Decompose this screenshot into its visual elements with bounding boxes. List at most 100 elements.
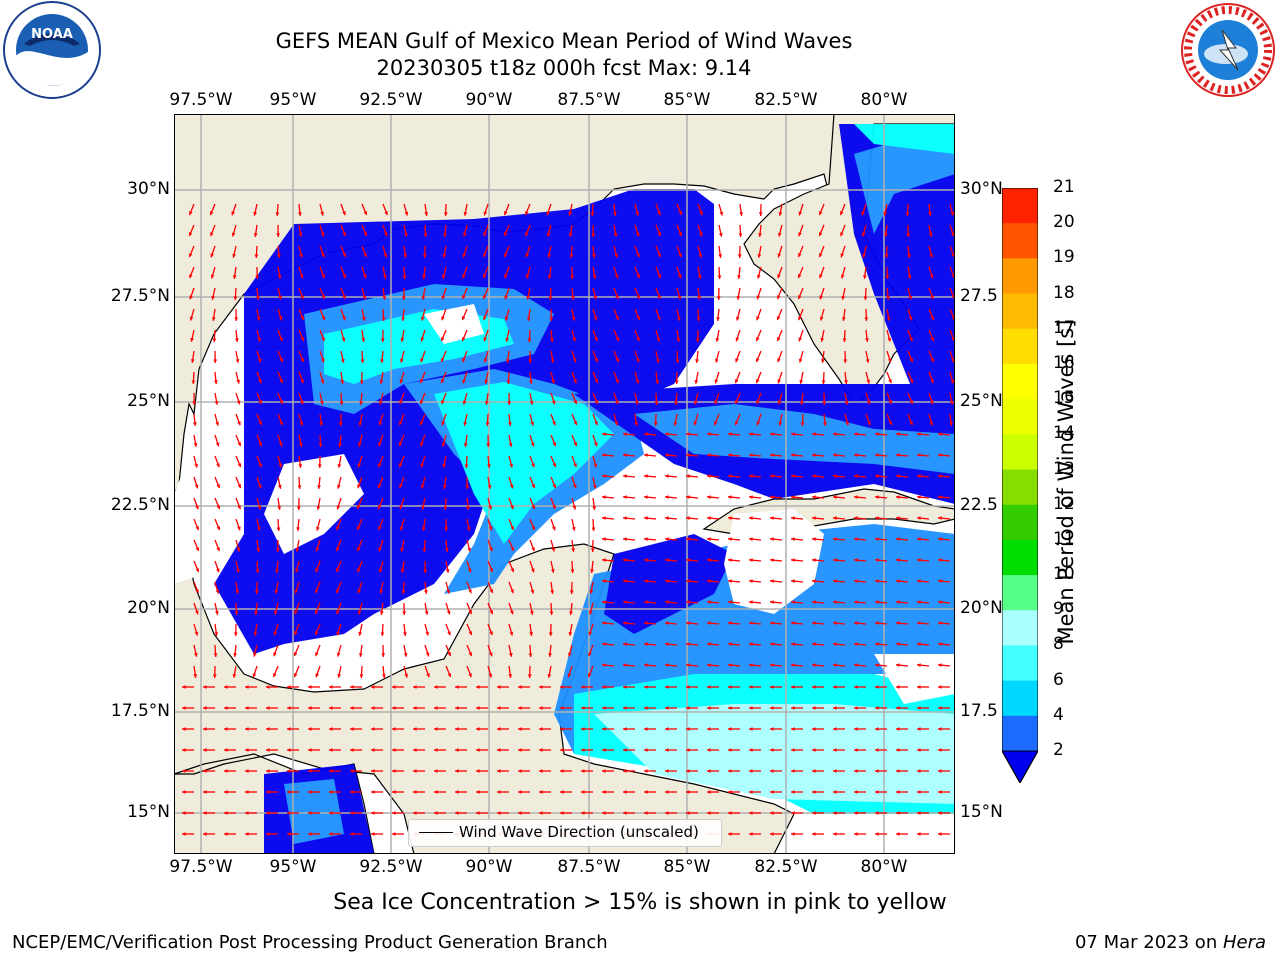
wind-arrow-head (371, 790, 375, 794)
wind-arrow-head (665, 663, 669, 668)
wind-arrow-head (909, 379, 914, 384)
wind-arrow-head (854, 474, 858, 479)
wind-arrow-head (335, 589, 340, 594)
wind-arrow-head (287, 685, 291, 689)
wind-arrow-head (602, 474, 606, 479)
wind-arrow-head (447, 673, 452, 678)
wind-arrow-head (917, 727, 921, 731)
wind-arrow-head (569, 254, 574, 258)
wind-arrow-head (476, 769, 480, 773)
wind-arrow-head (791, 642, 795, 647)
wind-arrow-head (854, 790, 858, 794)
wind-arrow-head (677, 295, 682, 300)
lon-tick-bottom: 90°W (465, 857, 513, 877)
wind-arrow-head (588, 652, 592, 657)
wind-arrow-head (224, 685, 228, 689)
wind-arrow-head (854, 537, 858, 542)
wind-arrow-head (392, 727, 396, 731)
wind-arrow-head (697, 296, 702, 300)
lat-tick-right: 25°N (960, 391, 1003, 411)
wind-arrow-head (341, 316, 346, 321)
wind-arrow-head (929, 253, 934, 258)
wind-arrow-head (799, 401, 804, 405)
wind-arrow-head (686, 769, 690, 773)
wind-arrow-head (812, 600, 816, 605)
wind-arrow-head (182, 727, 186, 731)
lon-tick-bottom: 97.5°W (169, 857, 233, 877)
wind-arrow-head (224, 811, 228, 815)
wind-arrow-head (295, 568, 299, 573)
wind-arrow-head (467, 547, 472, 552)
wind-arrow-head (530, 589, 535, 594)
wind-arrow-head (382, 296, 387, 300)
wind-arrow-head (455, 706, 459, 710)
wind-arrow-head (329, 727, 333, 731)
wind-arrow-head (602, 748, 606, 752)
wind-arrow-head (299, 274, 304, 279)
wind-arrow-head (434, 685, 438, 689)
wind-arrow-head (461, 337, 466, 342)
wind-arrow-head (233, 653, 238, 657)
wind-arrow-head (350, 790, 354, 794)
wind-arrow-head (279, 379, 284, 384)
wind-arrow-head (875, 495, 879, 500)
wind-arrow-head (300, 379, 304, 384)
wind-arrow-head (319, 422, 324, 426)
wind-arrow-head (337, 673, 342, 678)
wind-arrow-head (422, 275, 427, 279)
wind-arrow-head (812, 432, 816, 437)
wind-arrow-head (425, 652, 430, 657)
wind-arrow-head (400, 358, 404, 363)
wind-arrow-head (749, 537, 753, 542)
wind-arrow-head (674, 380, 679, 384)
wind-arrow-head (864, 317, 869, 321)
wind-arrow-head (443, 212, 448, 216)
wind-arrow-head (356, 547, 361, 552)
wind-arrow-head (551, 400, 556, 405)
colorbar-segment (1002, 258, 1038, 295)
wind-arrow-head (930, 337, 935, 342)
wind-arrow-head (468, 631, 473, 636)
wind-arrow-head (547, 275, 552, 279)
wind-arrow-head (215, 442, 220, 447)
wind-arrow-head (547, 673, 552, 678)
wind-arrow-head (581, 748, 585, 752)
wind-arrow-head (442, 253, 447, 258)
wind-arrow-head (791, 516, 795, 521)
wind-arrow-head (896, 832, 900, 836)
wind-arrow-head (482, 274, 487, 279)
wind-arrow-head (216, 526, 221, 531)
wind-arrow-head (340, 358, 345, 363)
wind-arrow-head (551, 379, 556, 384)
wind-arrow-head (719, 211, 724, 216)
wind-arrow-head (917, 621, 921, 626)
wind-arrow-head (462, 400, 467, 405)
wind-arrow-head (812, 495, 816, 500)
wind-arrow-head (623, 811, 627, 815)
wind-arrow-head (573, 463, 577, 468)
wind-arrow-head (505, 359, 510, 363)
wind-arrow-head (854, 558, 858, 563)
wind-arrow-head (623, 600, 627, 605)
wind-arrow-head (884, 254, 889, 258)
colorbar-segment (1002, 715, 1038, 752)
wind-arrow-head (203, 706, 207, 710)
wind-arrow-head (734, 421, 739, 426)
wind-arrow-head (266, 727, 270, 731)
wind-arrow-head (419, 400, 424, 405)
wind-arrow-head (735, 316, 740, 321)
wind-arrow-head (615, 316, 619, 321)
wind-arrow-head (888, 400, 892, 405)
wind-arrow-head (749, 474, 753, 479)
wind-arrow-head (235, 590, 240, 594)
wind-arrow-head (224, 769, 228, 773)
wind-arrow-head (315, 673, 320, 678)
wind-arrow-head (938, 685, 942, 689)
lat-tick-right: 20°N (960, 598, 1003, 618)
lat-tick-left: 22.5°N (110, 495, 170, 515)
wind-arrow-head (623, 537, 627, 542)
wind-arrow-head (194, 610, 199, 615)
wind-arrow-head (865, 358, 870, 363)
wind-arrow-head (440, 358, 445, 363)
wind-arrow-head (812, 748, 816, 752)
